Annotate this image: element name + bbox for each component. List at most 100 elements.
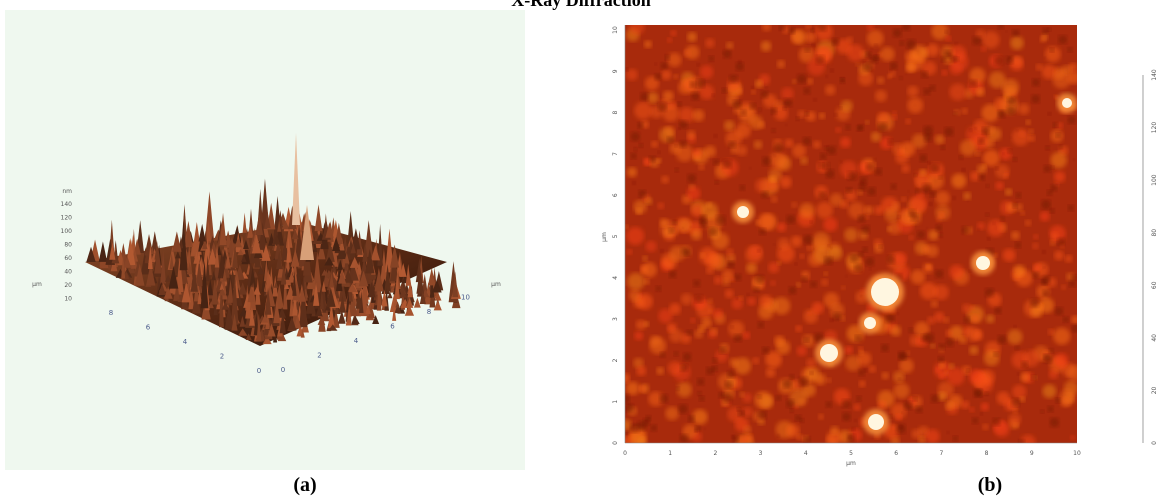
grain (769, 151, 787, 170)
grain (910, 269, 926, 285)
grain (746, 262, 758, 274)
grain (707, 329, 717, 339)
surface-peak (227, 279, 234, 303)
grain (707, 309, 713, 314)
grain (705, 38, 715, 48)
grain (758, 213, 775, 230)
grain (899, 358, 914, 374)
surface-peak (109, 241, 116, 260)
surface-peak (348, 291, 358, 317)
pore (810, 27, 815, 33)
grain (931, 25, 949, 40)
grain (658, 308, 673, 324)
grain (1012, 384, 1027, 399)
y-tick-label: 4 (612, 276, 619, 280)
surface-peak (86, 246, 96, 262)
surface-peak (365, 248, 375, 274)
grain (698, 164, 705, 171)
grain (935, 191, 950, 206)
grain (701, 202, 719, 220)
pore (930, 163, 940, 173)
colorbar-tick-label: 60 (1151, 281, 1158, 289)
grain (945, 35, 952, 42)
pore (679, 140, 687, 148)
pore (945, 338, 954, 347)
surface-peak (247, 223, 254, 238)
grain (949, 325, 964, 340)
grain (692, 148, 702, 158)
pore (1013, 324, 1017, 329)
surface-peak (204, 191, 215, 243)
pore (698, 395, 705, 402)
surface-peak (416, 266, 425, 294)
grain (625, 373, 630, 384)
grain (701, 317, 712, 328)
pore (985, 183, 990, 188)
grain (890, 403, 907, 419)
pore (735, 297, 739, 301)
grain (747, 296, 756, 306)
pore (804, 436, 811, 443)
pore (668, 270, 677, 279)
pore (984, 287, 995, 298)
grain (726, 248, 734, 256)
pore (984, 391, 989, 396)
grain (638, 436, 648, 443)
grain (642, 255, 648, 261)
right-unit: µm (491, 281, 501, 288)
grain (724, 289, 734, 299)
grain (944, 400, 955, 411)
surface-peak (349, 257, 360, 268)
pore (762, 156, 772, 166)
pore (721, 87, 728, 94)
pore (630, 152, 637, 160)
pore (1000, 216, 1005, 222)
pore (713, 158, 720, 166)
pore (917, 230, 926, 239)
pore (824, 256, 833, 266)
surface-peak (121, 254, 126, 279)
surface-peak (346, 302, 352, 323)
surface-peak (175, 255, 184, 293)
pore (803, 87, 811, 95)
surface-peak (188, 284, 195, 310)
grain (918, 436, 926, 443)
pore (789, 408, 794, 413)
pore (865, 51, 872, 58)
pore (863, 368, 868, 373)
surface-peak (198, 223, 206, 242)
surface-peak (211, 277, 219, 305)
pore (1043, 165, 1051, 173)
grain (1019, 396, 1026, 403)
grain (821, 278, 829, 286)
pore (758, 107, 762, 112)
pore (1049, 47, 1055, 53)
surface-peak (232, 245, 239, 269)
grain (1054, 250, 1064, 261)
pore (908, 327, 914, 333)
grain (791, 202, 798, 208)
pore (664, 54, 671, 61)
grain (633, 200, 647, 214)
surface-peak (277, 331, 287, 342)
grain (933, 284, 949, 300)
grain (824, 84, 836, 96)
y-tick-label: 6 (612, 193, 619, 197)
surface-peak (218, 274, 224, 328)
y-tick-label: 1 (612, 400, 619, 404)
pore (693, 279, 701, 287)
grain (676, 382, 692, 398)
pore (859, 294, 863, 298)
pore (694, 425, 701, 432)
grain (651, 140, 658, 148)
grain (770, 196, 778, 203)
pore (944, 29, 949, 34)
pore (654, 73, 662, 81)
surface-spike (300, 205, 314, 260)
surface-peak (147, 244, 153, 269)
pore (679, 433, 689, 443)
pore (915, 188, 921, 194)
grain (690, 229, 702, 241)
pore (827, 244, 831, 248)
surface-peak (312, 251, 322, 293)
